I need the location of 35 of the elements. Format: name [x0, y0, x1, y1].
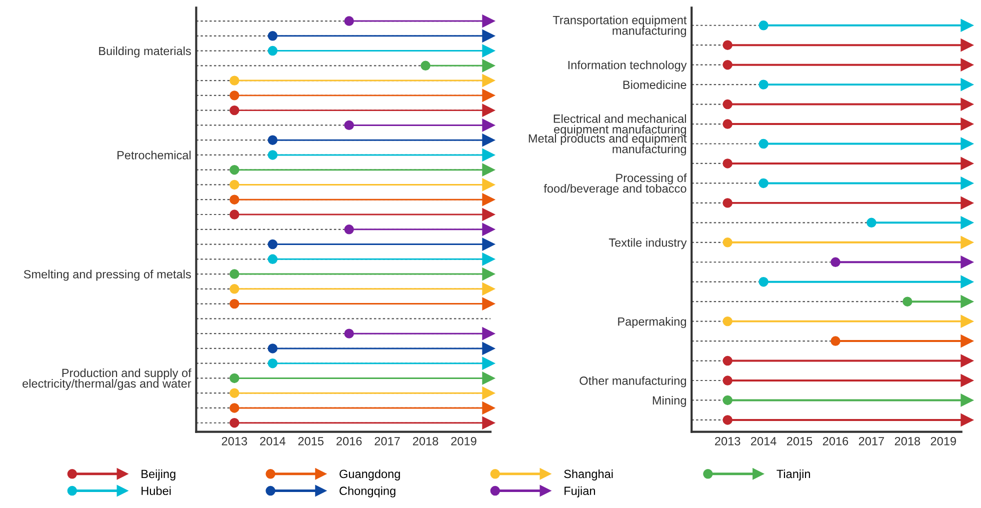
y-tick-label: Other manufacturing	[580, 376, 686, 388]
legend-label: Beijing	[142, 469, 176, 480]
y-tick-label: Processing of food/beverage and tobacco	[544, 173, 687, 196]
y-tick-label: Biomedicine	[623, 80, 686, 89]
x-tick-label: 2018	[412, 436, 438, 446]
y-tick-label: Production and supply of electricity/thermal/gas and water	[22, 368, 192, 390]
y-tick-label: Papermaking	[618, 317, 686, 328]
y-tick-label: Information technology	[568, 60, 687, 72]
y-tick-label: Metal products and equipment manufacturing	[528, 134, 687, 156]
x-tick-label: 2019	[930, 436, 956, 446]
x-tick-label: 2017	[374, 436, 400, 446]
legend-label: Hubei	[142, 486, 171, 496]
x-tick-label: 2014	[751, 436, 776, 446]
y-tick-label: Electrical and mechanical equipment manufacturing	[554, 114, 686, 136]
x-tick-label: 2016	[822, 436, 848, 446]
y-tick-label: Building materials	[99, 46, 191, 58]
legend-label: Shanghai	[564, 469, 613, 480]
x-tick-label: 2013	[222, 436, 248, 446]
y-tick-label: Mining	[652, 396, 686, 407]
y-tick-label: Textile industry	[608, 238, 687, 250]
x-tick-label: 2015	[298, 436, 324, 446]
legend-label: Guangdong	[340, 469, 400, 480]
legend-label: Tianjin	[776, 469, 810, 480]
x-tick-label: 2016	[336, 436, 362, 446]
x-tick-label: 2017	[858, 436, 884, 446]
legend-label: Fujian	[564, 486, 595, 498]
x-tick-label: 2019	[451, 436, 476, 446]
x-tick-label: 2015	[786, 436, 812, 446]
y-tick-label: Smelting and pressing of metals	[24, 270, 191, 281]
legend-label: Chongqing	[340, 486, 396, 498]
y-tick-label: Transportation equipment manufacturing	[552, 16, 687, 38]
x-tick-label: 2013	[715, 436, 740, 446]
x-tick-label: 2014	[260, 436, 286, 446]
x-tick-label: 2018	[894, 436, 920, 446]
y-tick-label: Petrochemical	[118, 150, 191, 160]
